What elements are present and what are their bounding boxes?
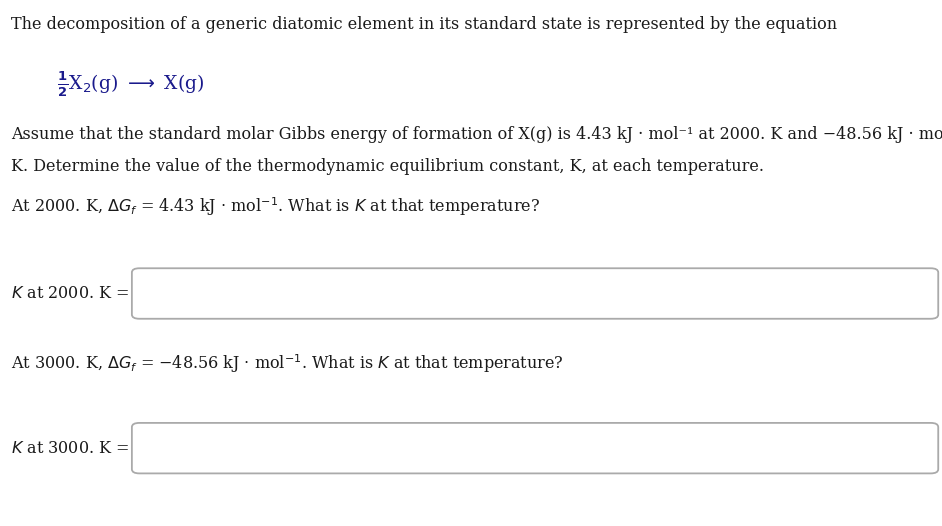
FancyBboxPatch shape: [132, 268, 938, 319]
Text: $K$ at 2000. K =: $K$ at 2000. K =: [11, 285, 130, 302]
Text: The decomposition of a generic diatomic element in its standard state is represe: The decomposition of a generic diatomic …: [11, 16, 837, 33]
Text: Assume that the standard molar Gibbs energy of formation of X(g) is 4.43 kJ · mo: Assume that the standard molar Gibbs ene…: [11, 126, 942, 143]
FancyBboxPatch shape: [132, 423, 938, 473]
Text: K. Determine the value of the thermodynamic equilibrium constant, K, at each tem: K. Determine the value of the thermodyna…: [11, 158, 764, 175]
Text: $K$ at 3000. K =: $K$ at 3000. K =: [11, 440, 130, 457]
Text: $\mathbf{\frac{1}{2}}$X$_2$(g) $\longrightarrow$ X(g): $\mathbf{\frac{1}{2}}$X$_2$(g) $\longrig…: [57, 69, 203, 99]
Text: At 2000. K, $\Delta G_f$ = 4.43 kJ $\cdot$ mol$^{-1}$. What is $K$ at that tempe: At 2000. K, $\Delta G_f$ = 4.43 kJ $\cdo…: [11, 196, 541, 218]
Text: At 3000. K, $\Delta G_f$ = $-$48.56 kJ $\cdot$ mol$^{-1}$. What is $K$ at that t: At 3000. K, $\Delta G_f$ = $-$48.56 kJ $…: [11, 352, 564, 375]
